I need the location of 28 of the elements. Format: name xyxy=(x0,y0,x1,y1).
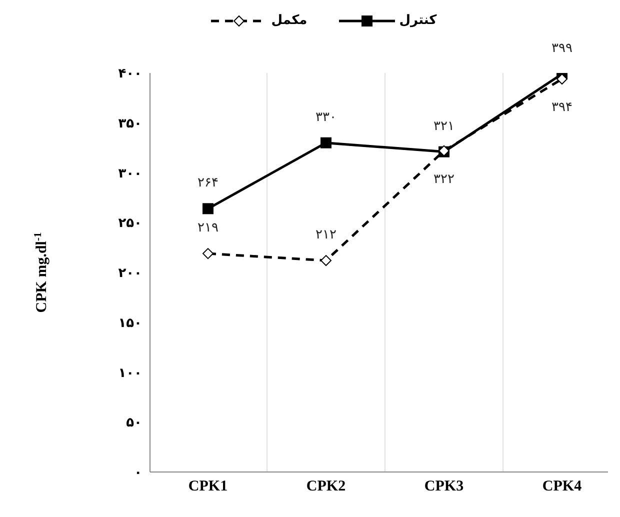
x-tick-label: CPK4 xyxy=(542,478,582,495)
y-tick-label: ۲۰۰ xyxy=(118,266,142,282)
legend-label: مکمل xyxy=(271,13,308,28)
data-label: ۳۳۰ xyxy=(316,110,336,125)
x-tick-label: CPK2 xyxy=(306,478,346,495)
y-tick-label: ۳۰۰ xyxy=(118,166,142,182)
point xyxy=(556,73,568,84)
x-tick-label: CPK1 xyxy=(188,478,228,495)
legend-label: کنترل xyxy=(399,13,437,28)
data-label: ۳۲۲ xyxy=(434,172,454,187)
y-tick-label: ۴۰۰ xyxy=(118,66,142,82)
y-tick-label: ۰ xyxy=(134,466,142,481)
y-tick-label: ۱۰۰ xyxy=(118,366,142,381)
y-tick-label: ۵۰ xyxy=(126,416,142,431)
x-tick-label: CPK3 xyxy=(424,478,464,495)
y-tick-label: ۲۵۰ xyxy=(118,216,142,232)
point xyxy=(320,255,332,266)
data-label: ۲۶۴ xyxy=(198,176,218,191)
data-label: ۳۹۹ xyxy=(552,41,572,56)
data-label: ۲۱۲ xyxy=(316,228,336,243)
data-label: ۳۹۴ xyxy=(552,100,572,115)
data-label: ۳۲۱ xyxy=(434,118,454,134)
y-tick-label: ۳۵۰ xyxy=(118,116,142,132)
point xyxy=(202,203,214,214)
data-label: ۲۱۹ xyxy=(198,220,218,236)
point xyxy=(202,248,214,260)
y-tick-label: ۱۵۰ xyxy=(118,316,142,331)
point xyxy=(320,137,332,148)
